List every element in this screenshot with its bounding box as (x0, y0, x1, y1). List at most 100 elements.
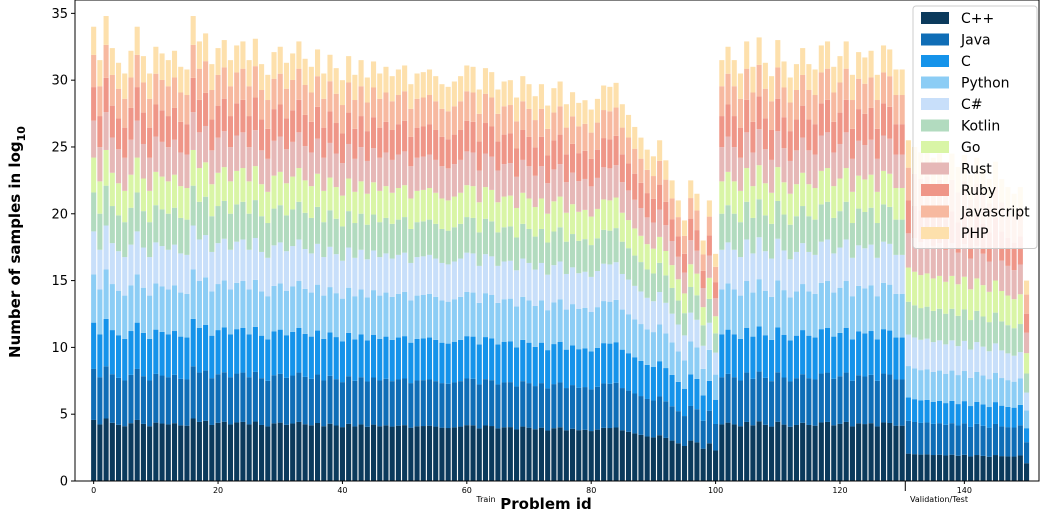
bar-segment (980, 285, 986, 317)
bar-segment (302, 376, 308, 425)
bar-segment (165, 60, 171, 87)
bar-segment (725, 242, 731, 284)
bar-segment (451, 227, 457, 262)
bar-segment (849, 426, 855, 481)
bar-segment (874, 158, 880, 192)
bar-segment (762, 183, 768, 216)
bar-segment (762, 149, 768, 184)
bar-segment (638, 360, 644, 397)
bar-segment (159, 141, 165, 177)
bar-segment (607, 428, 613, 481)
bar-segment (669, 313, 675, 343)
bar-segment (215, 74, 221, 106)
bar-segment (109, 105, 115, 138)
bar-segment (719, 424, 725, 481)
bar-segment (868, 374, 874, 424)
bar-segment (489, 156, 495, 190)
bar-segment (153, 329, 159, 374)
bar-segment (507, 80, 513, 106)
bar-segment (800, 243, 806, 285)
bar-segment (613, 299, 619, 343)
bar-segment (458, 192, 464, 224)
bar-segment (91, 322, 97, 369)
bar-segment (190, 77, 196, 113)
bar-segment (775, 131, 781, 168)
bar-segment (563, 154, 569, 183)
bar-segment (551, 231, 557, 266)
bar-segment (140, 423, 146, 481)
bar-segment (706, 443, 712, 481)
bar-segment (538, 342, 544, 384)
bar-segment (315, 138, 321, 174)
bar-segment (501, 227, 507, 262)
bar-segment (259, 424, 265, 481)
bar-segment (234, 373, 240, 423)
bar-segment (831, 66, 837, 93)
bar-segment (638, 235, 644, 263)
bar-segment (346, 143, 352, 179)
bar-segment (557, 427, 563, 481)
bar-segment (383, 186, 389, 218)
bar-segment (706, 255, 712, 278)
bar-segment (700, 448, 706, 481)
bar-segment (433, 381, 439, 427)
bar-segment (451, 106, 457, 135)
bar-segment (625, 248, 632, 280)
bar-segment (464, 336, 470, 379)
bar-segment (128, 139, 134, 175)
bar-segment (681, 220, 688, 236)
bar-segment (899, 425, 905, 481)
bar-segment (246, 249, 252, 290)
bar-segment (451, 382, 457, 428)
bar-segment (538, 108, 544, 137)
bar-segment (377, 426, 383, 481)
bar-segment (215, 374, 221, 423)
bar-segment (159, 53, 165, 80)
bar-segment (358, 334, 364, 378)
bar-segment (526, 383, 532, 428)
bar-segment (296, 281, 302, 328)
bar-segment (196, 132, 202, 169)
bar-segment (364, 340, 370, 382)
bar-segment (246, 60, 252, 87)
bar-segment (675, 324, 681, 352)
bar-segment (961, 276, 967, 310)
bar-segment (383, 378, 389, 426)
bar-segment (874, 191, 880, 224)
bar-segment (215, 48, 221, 75)
bar-segment (576, 181, 582, 212)
bar-segment (594, 98, 600, 123)
bar-segment (912, 454, 918, 481)
bar-segment (520, 101, 526, 130)
bar-segment (538, 198, 544, 229)
bar-segment (657, 361, 663, 397)
bar-segment (103, 318, 109, 367)
bar-segment (563, 104, 569, 128)
bar-segment (377, 127, 383, 158)
bar-segment (196, 372, 202, 422)
bar-segment (321, 426, 327, 481)
bar-segment (321, 157, 327, 191)
bar-segment (570, 234, 576, 268)
bar-segment (283, 149, 290, 184)
bar-segment (520, 159, 526, 193)
x-tick-label: 40 (337, 486, 347, 495)
bar-segment (980, 404, 986, 426)
bar-segment (601, 383, 607, 428)
bar-segment (949, 370, 955, 401)
bar-segment (594, 386, 600, 430)
bar-segment (221, 98, 227, 132)
bar-segment (644, 398, 650, 437)
bar-segment (856, 208, 862, 246)
bar-segment (352, 191, 358, 224)
bar-segment (507, 260, 513, 299)
bar-segment (793, 335, 799, 379)
bar-segment (831, 425, 837, 481)
bar-segment (464, 425, 470, 481)
bar-segment (433, 192, 439, 224)
bar-segment (588, 109, 594, 133)
bar-segment (240, 372, 246, 422)
bar-segment (787, 160, 793, 194)
bar-segment (370, 334, 377, 378)
bar-segment (551, 344, 557, 385)
